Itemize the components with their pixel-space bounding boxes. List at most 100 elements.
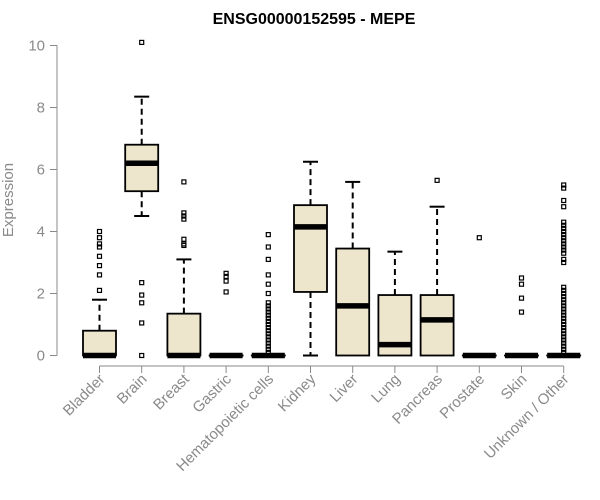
outlier-point	[561, 300, 567, 306]
outlier-point	[265, 300, 271, 306]
outlier-point	[265, 303, 271, 309]
outlier-point	[223, 289, 229, 295]
outlier-point	[561, 250, 567, 256]
outlier-point	[181, 210, 187, 216]
y-tick-label: 0	[37, 348, 45, 365]
outlier-point	[96, 235, 103, 241]
outlier-point	[561, 222, 567, 228]
outlier-point	[139, 352, 145, 359]
outlier-point	[561, 315, 567, 321]
outlier-point	[265, 349, 271, 355]
outlier-point	[96, 272, 103, 278]
outlier-point	[139, 320, 145, 326]
outlier-point	[265, 306, 271, 312]
outlier-point	[561, 343, 567, 349]
outlier-point	[139, 292, 145, 298]
outlier-point	[561, 309, 567, 315]
y-axis-title: Expression	[0, 163, 17, 237]
boxes-group	[82, 39, 582, 359]
x-tick-label: Breast	[150, 370, 193, 413]
outlier-point	[561, 259, 567, 266]
outlier-point	[181, 179, 187, 185]
outlier-point	[476, 235, 482, 241]
y-tick-label: 10	[28, 38, 45, 55]
outlier-point	[265, 315, 271, 321]
outlier-point	[561, 235, 567, 241]
outlier-point	[561, 228, 567, 235]
outlier-point	[561, 256, 567, 262]
x-tick-label: Lung	[368, 371, 404, 407]
outlier-point	[561, 244, 567, 250]
box-skin	[504, 275, 539, 359]
outlier-point	[181, 242, 187, 249]
outlier-point	[265, 346, 271, 352]
y-tick-label: 8	[37, 100, 45, 117]
outlier-point	[561, 185, 567, 191]
outlier-point	[265, 328, 271, 334]
box-gastric	[208, 270, 244, 359]
x-tick-label: Brain	[114, 371, 151, 408]
outlier-point	[223, 278, 229, 284]
box-unknown-other	[546, 182, 582, 359]
x-tick-label: Bladder	[60, 371, 109, 420]
outlier-point	[265, 281, 271, 287]
outlier-point	[561, 287, 567, 293]
outlier-point	[561, 197, 567, 204]
outlier-point	[561, 346, 567, 352]
box-kidney	[293, 160, 328, 357]
outlier-point	[96, 253, 103, 259]
box-hematopoietic-cells	[250, 232, 286, 359]
outlier-point	[265, 232, 271, 238]
outlier-point	[561, 241, 567, 247]
x-tick-label: Kidney	[275, 370, 320, 415]
outlier-point	[223, 273, 229, 280]
outlier-point	[561, 294, 567, 300]
box-iqr	[335, 247, 371, 357]
outlier-point	[223, 270, 229, 276]
box-pancreas	[419, 177, 455, 357]
outlier-point	[434, 177, 440, 183]
outlier-point	[265, 272, 271, 278]
outlier-point	[561, 232, 567, 238]
outlier-point	[96, 244, 103, 250]
outlier-point	[265, 325, 271, 331]
outlier-point	[561, 182, 567, 188]
outlier-point	[561, 331, 567, 337]
outlier-point	[518, 275, 525, 281]
x-tick-label: Skin	[498, 371, 531, 404]
box-iqr	[419, 294, 455, 357]
outlier-point	[561, 284, 567, 290]
outlier-point	[265, 331, 271, 337]
box-bladder	[82, 228, 117, 359]
box-brain	[124, 39, 160, 359]
box-iqr	[293, 204, 328, 293]
outlier-point	[561, 328, 567, 334]
outlier-point	[139, 280, 145, 286]
outlier-point	[561, 321, 567, 328]
outlier-point	[181, 213, 187, 219]
outlier-point	[96, 263, 103, 269]
outlier-point	[265, 337, 271, 343]
x-tick-label: Prostate	[437, 371, 489, 423]
outlier-point	[139, 39, 145, 46]
outlier-point	[561, 204, 567, 210]
outlier-point	[561, 337, 567, 343]
outlier-point	[561, 334, 567, 340]
outlier-point	[561, 238, 567, 244]
outlier-point	[561, 349, 567, 355]
outlier-point	[265, 290, 271, 297]
outlier-point	[561, 312, 567, 318]
outlier-point	[561, 340, 567, 346]
outlier-point	[265, 256, 271, 262]
box-liver	[335, 180, 371, 357]
box-iqr	[82, 329, 117, 357]
y-tick-label: 6	[37, 162, 45, 179]
outlier-point	[181, 216, 187, 222]
outlier-point	[96, 241, 103, 247]
y-tick-label: 4	[37, 224, 45, 241]
outlier-point	[518, 295, 525, 301]
outlier-point	[561, 290, 567, 297]
outlier-point	[265, 312, 271, 318]
outlier-point	[96, 287, 103, 293]
